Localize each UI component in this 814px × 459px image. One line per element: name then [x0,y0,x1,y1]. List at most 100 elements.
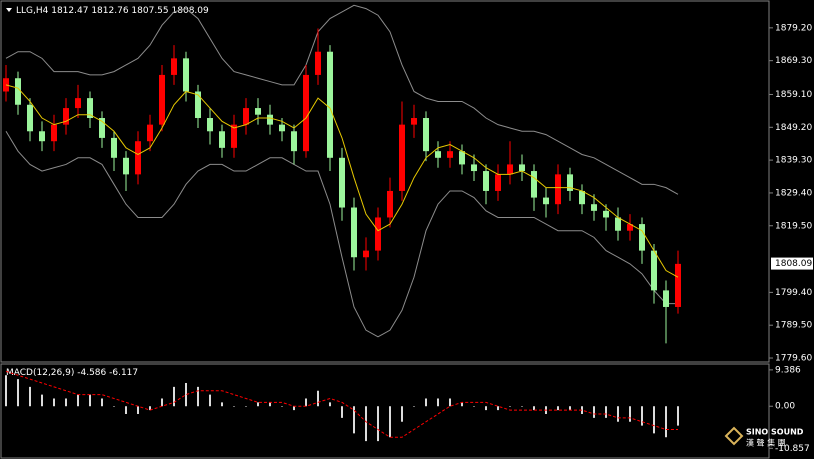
symbol: LLG,H4 [16,6,49,16]
y-tick-label: 9.386 [775,365,801,375]
macd-bar [557,406,559,411]
macd-signal: -6.117 [109,368,138,378]
macd-bar [173,386,175,407]
y-tick-label: 1819.50 [775,221,812,231]
candle-body [123,157,129,175]
candle-body [159,74,165,125]
band-upper-line [5,4,679,195]
macd-bar [89,394,91,407]
macd-bar [521,406,523,407]
y-tick-label: 1779.60 [775,354,812,364]
brand: SINO SOUND [746,428,804,437]
y-tick-label: 1869.30 [775,56,812,66]
macd-bar [305,398,307,407]
macd-bar [245,406,247,407]
candle-body [147,124,153,142]
macd-bar [53,398,55,407]
candle-body [567,174,573,191]
candle-body [255,108,261,115]
price-header: LLG,H4 1812.47 1812.76 1807.55 1808.09 [16,6,209,16]
candle-body [615,217,621,231]
candle-body [471,164,477,172]
candle-body [459,151,465,165]
y-tick-label: 1879.20 [775,23,812,33]
macd-bar [605,406,607,418]
macd-bar [317,390,319,407]
candle-body [675,263,681,307]
candle-body [399,124,405,191]
macd-bar [281,406,283,407]
macd-bar [449,398,451,407]
macd-bar [137,406,139,414]
candle-body [531,171,537,198]
macd-bar [365,406,367,442]
macd-bar [497,406,499,411]
candle-body [291,131,297,152]
candle-body [207,118,213,132]
menu-arrow [6,8,12,12]
macd-bar [113,406,115,407]
y-tick-label: 1789.50 [775,321,812,331]
macd-bar [677,406,679,426]
macd-main: -4.586 [77,368,106,378]
macd-bar [629,406,631,422]
y-tick-label: 1839.30 [775,156,812,166]
macd-bar [269,402,271,407]
candle-body [15,78,21,105]
candle-body [279,124,285,132]
macd-bar [209,394,211,407]
macd-bar [593,406,595,418]
macd-bar [161,398,163,407]
candle-body [591,204,597,211]
candle-body [495,174,501,191]
macd-bar [341,406,343,418]
candle-body [63,108,69,125]
y-tick-label: 0.00 [775,402,795,412]
candle-body [663,290,669,307]
macd-bar [401,406,403,422]
band-lower-line [5,131,678,338]
candle-body [315,51,321,75]
macd-bar [5,375,7,407]
candle-body [243,108,249,125]
candle-body [507,164,513,175]
high: 1812.76 [91,6,128,16]
macd-bar [665,406,667,438]
macd-bar [653,406,655,434]
candle-body [423,118,429,152]
macd-bar [257,402,259,407]
macd-bar [473,406,475,407]
open: 1812.47 [51,6,88,16]
candle-body [75,98,81,109]
candle-body [411,118,417,125]
candle-body [27,104,33,132]
macd-bar [65,398,67,407]
candle-body [651,250,657,291]
candle-body [111,137,117,158]
macd-frame [0,363,770,459]
candle-body [39,131,45,142]
candle-body [99,118,105,138]
candle-body [483,171,489,191]
macd-bar [101,398,103,407]
macd-bar [461,402,463,407]
macd-bar [221,402,223,407]
macd-bar [569,406,571,411]
current-price-label: 1808.09 [775,259,812,269]
macd-bar [437,398,439,407]
macd-bar [509,406,511,407]
candle-body [603,210,609,218]
candle-body [3,78,9,92]
candle-body [387,190,393,218]
macd-bar [353,406,355,434]
price-frame [0,0,770,363]
candle-body [339,157,345,208]
candle-body [579,190,585,205]
candle-body [351,207,357,258]
macd-title: MACD(12,26,9) [6,368,74,378]
candle-body [51,124,57,142]
candle-body [639,224,645,251]
candle-body [303,74,309,152]
candle-body [447,151,453,158]
